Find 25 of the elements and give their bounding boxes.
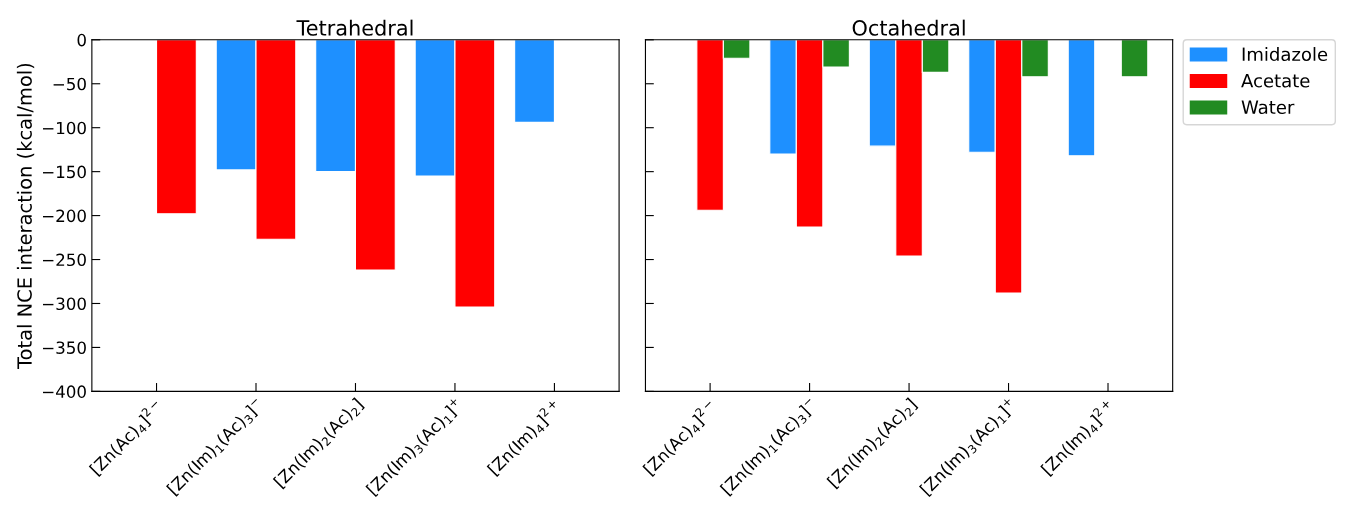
x-tick-label: [Zn(Im)$_{4}$]$^{2+}$	[1038, 398, 1118, 478]
chart-title: Tetrahedral	[296, 19, 413, 36]
y-tick-label: −250	[42, 253, 86, 267]
x-tick-label: [Zn(Im)$_{2}$(Ac)$_{2}$]	[826, 397, 919, 490]
legend-label: Water	[1241, 100, 1295, 115]
y-axis-title: Total NCE interaction (kcal/mol)	[16, 63, 35, 370]
y-tick-label: −400	[42, 385, 86, 398]
y-tick-label: −300	[42, 297, 86, 311]
x-tick-label: [Zn(Im)$_{4}$]$^{2+}$	[484, 398, 564, 478]
y-tick-label: −350	[42, 341, 86, 354]
x-tick-label: [Zn(Im)$_{3}$(Ac)$_{1}$]$^{+}$	[918, 397, 1019, 498]
x-tick-label: [Zn(Im)$_{1}$(Ac)$_{3}$]$^{−}$	[166, 397, 266, 498]
x-tick-label: [Zn(Im)$_{1}$(Ac)$_{3}$]$^{−}$	[719, 397, 820, 498]
chart-title: Octahedral	[852, 19, 965, 36]
y-tick-label: −100	[42, 121, 86, 135]
y-tick-label: −50	[53, 77, 86, 91]
x-tick-label: [Zn(Im)$_{3}$(Ac)$_{1}$]$^{+}$	[364, 397, 466, 498]
y-tick-label: −150	[42, 165, 86, 179]
x-tick-label: [Zn(Ac)$_{4}$]$^{2−}$	[87, 398, 166, 478]
legend-label: Imidazole	[1242, 47, 1328, 62]
legend-label: Acetate	[1241, 74, 1310, 88]
x-tick-label: [Zn(Ac)$_{4}$]$^{2−}$	[640, 398, 720, 478]
y-tick-label: −200	[42, 209, 86, 223]
x-tick-label: [Zn(Im)$_{2}$(Ac)$_{2}$]	[272, 397, 366, 490]
y-tick-label: 0	[77, 33, 86, 47]
